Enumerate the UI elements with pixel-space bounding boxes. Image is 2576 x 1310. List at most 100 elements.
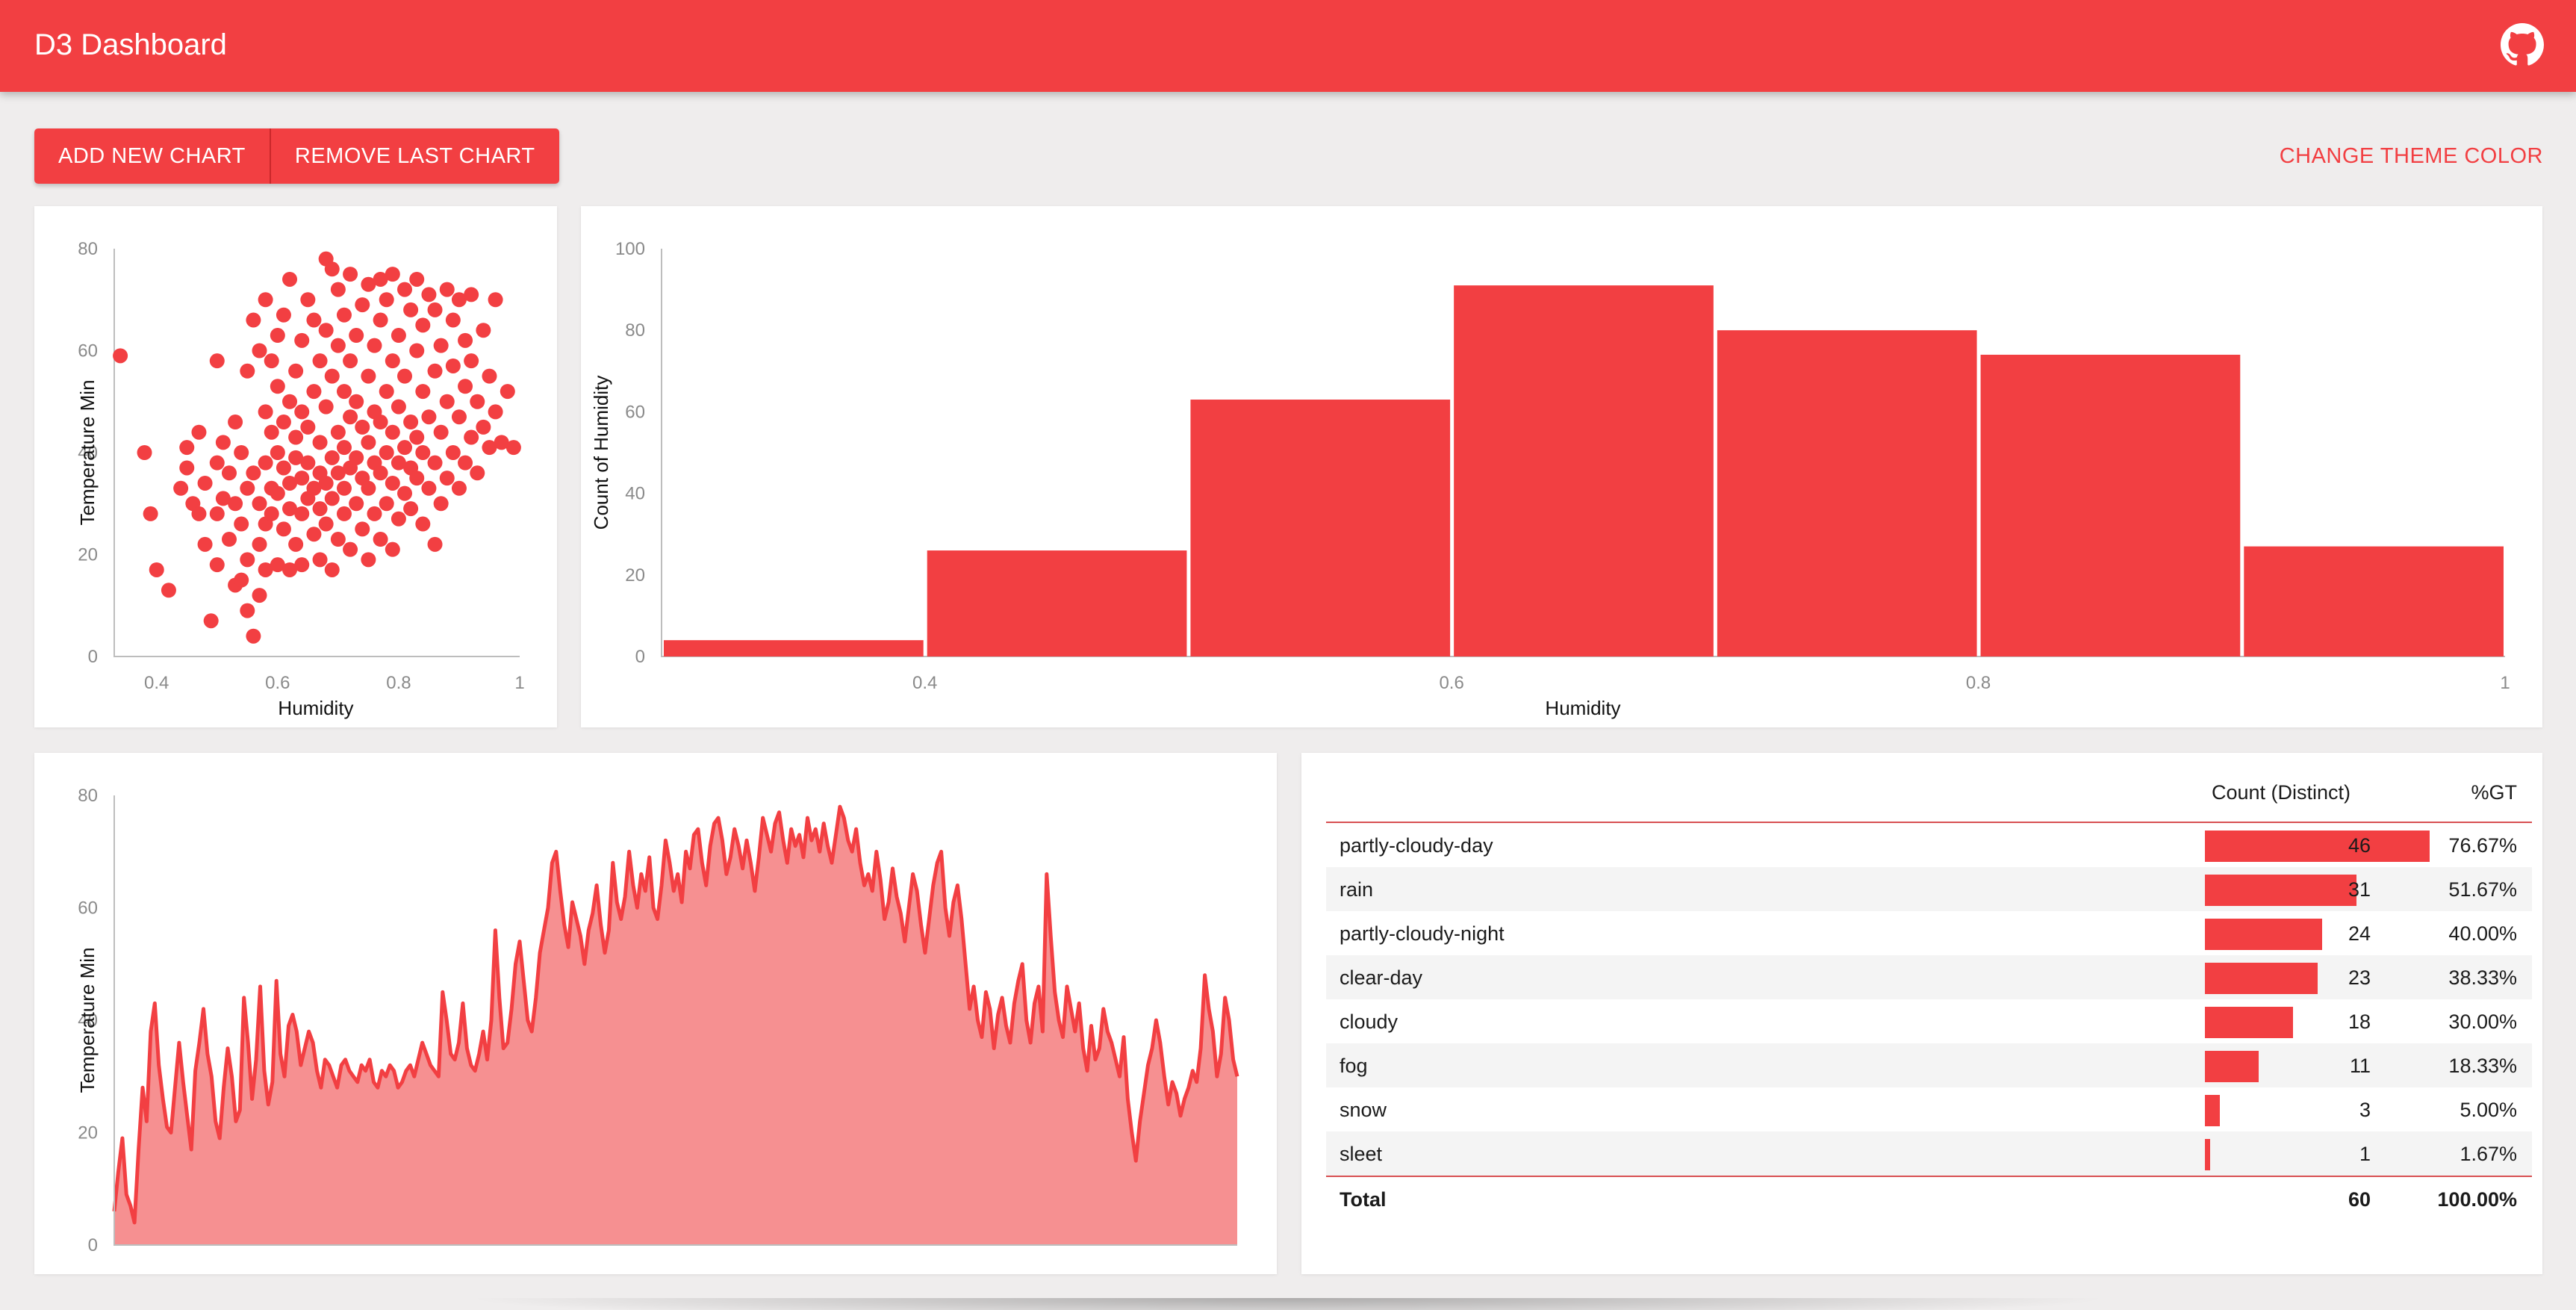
scatter-point[interactable] (482, 368, 497, 384)
scatter-point[interactable] (240, 603, 255, 618)
table-row[interactable]: rain 31 51.67% (1326, 867, 2532, 911)
scatter-point[interactable] (470, 394, 485, 409)
scatter-point[interactable] (451, 480, 467, 496)
scatter-point[interactable] (343, 353, 358, 369)
scatter-point[interactable] (252, 536, 267, 552)
scatter-point[interactable] (355, 297, 370, 313)
scatter-point[interactable] (415, 317, 431, 333)
scatter-point[interactable] (209, 557, 225, 573)
scatter-point[interactable] (385, 267, 400, 282)
scatter-point[interactable] (312, 501, 328, 517)
scatter-point[interactable] (367, 506, 382, 521)
scatter-point[interactable] (240, 480, 255, 496)
scatter-point[interactable] (349, 394, 364, 409)
scatter-point[interactable] (373, 271, 388, 287)
scatter-point[interactable] (494, 435, 509, 450)
table-row[interactable]: fog 11 18.33% (1326, 1043, 2532, 1087)
scatter-point[interactable] (161, 583, 176, 598)
column-header-pct[interactable]: %GT (2471, 781, 2517, 804)
scatter-point[interactable] (240, 363, 255, 379)
scatter-point[interactable] (258, 562, 273, 577)
scatter-point[interactable] (234, 516, 249, 532)
scatter-point[interactable] (361, 276, 376, 292)
scatter-point[interactable] (179, 440, 195, 456)
scatter-point[interactable] (324, 261, 340, 277)
scatter-point[interactable] (397, 368, 413, 384)
scatter-point[interactable] (336, 307, 352, 323)
scatter-point[interactable] (355, 419, 370, 435)
scatter-point[interactable] (209, 353, 225, 369)
scatter-point[interactable] (373, 532, 388, 547)
scatter-point[interactable] (391, 399, 406, 415)
scatter-point[interactable] (282, 271, 298, 287)
histogram-bar[interactable] (664, 640, 924, 656)
scatter-point[interactable] (228, 496, 243, 512)
scatter-point[interactable] (306, 480, 322, 496)
scatter-point[interactable] (276, 415, 291, 430)
scatter-point[interactable] (361, 435, 376, 450)
scatter-point[interactable] (173, 480, 189, 496)
scatter-point[interactable] (324, 368, 340, 384)
scatter-point[interactable] (318, 323, 334, 338)
scatter-point[interactable] (427, 455, 443, 471)
scatter-point[interactable] (294, 557, 310, 573)
table-row[interactable]: partly-cloudy-day 46 76.67% (1326, 823, 2532, 867)
scatter-point[interactable] (409, 271, 425, 287)
scatter-point[interactable] (209, 506, 225, 521)
scatter-point[interactable] (330, 532, 346, 547)
scatter-point[interactable] (264, 506, 279, 521)
scatter-point[interactable] (464, 429, 479, 445)
scatter-point[interactable] (258, 455, 273, 471)
scatter-point[interactable] (409, 471, 425, 486)
histogram-bar[interactable] (1190, 400, 1451, 656)
scatter-point[interactable] (415, 516, 431, 532)
area-line[interactable] (112, 804, 1239, 1225)
scatter-point[interactable] (403, 415, 419, 430)
scatter-point[interactable] (397, 440, 413, 456)
scatter-point[interactable] (324, 562, 340, 577)
scatter-point[interactable] (488, 404, 503, 420)
add-new-chart-button[interactable]: ADD NEW CHART (34, 128, 270, 184)
scatter-point[interactable] (264, 353, 279, 369)
scatter-point[interactable] (367, 338, 382, 353)
scatter-point[interactable] (113, 348, 128, 364)
scatter-point[interactable] (282, 475, 298, 491)
column-header-count[interactable]: Count (Distinct) (2212, 781, 2351, 804)
change-theme-color-button[interactable]: CHANGE THEME COLOR (2279, 144, 2543, 168)
scatter-point[interactable] (246, 465, 261, 481)
scatter-point[interactable] (324, 450, 340, 465)
scatter-point[interactable] (312, 353, 328, 369)
scatter-point[interactable] (282, 394, 298, 409)
histogram-bar[interactable] (1980, 354, 2241, 656)
scatter-point[interactable] (276, 460, 291, 476)
scatter-point[interactable] (505, 440, 521, 456)
scatter-point[interactable] (197, 536, 213, 552)
scatter-point[interactable] (215, 435, 231, 450)
scatter-point[interactable] (379, 292, 394, 308)
scatter-point[interactable] (385, 353, 400, 369)
scatter-point[interactable] (349, 450, 364, 465)
scatter-point[interactable] (282, 562, 298, 577)
scatter-point[interactable] (385, 541, 400, 557)
scatter-point[interactable] (306, 527, 322, 542)
table-row[interactable]: cloudy 18 30.00% (1326, 999, 2532, 1043)
scatter-point[interactable] (246, 312, 261, 328)
scatter-point[interactable] (191, 506, 207, 521)
github-icon[interactable] (2501, 23, 2544, 66)
scatter-point[interactable] (349, 328, 364, 344)
scatter-point[interactable] (451, 292, 467, 308)
scatter-point[interactable] (391, 328, 406, 344)
scatter-point[interactable] (433, 424, 449, 440)
scatter-point[interactable] (421, 409, 437, 425)
scatter-point[interactable] (379, 496, 394, 512)
scatter-point[interactable] (476, 323, 491, 338)
scatter-point[interactable] (458, 379, 473, 394)
table-row[interactable]: partly-cloudy-night 24 40.00% (1326, 911, 2532, 955)
scatter-point[interactable] (258, 404, 273, 420)
scatter-point[interactable] (330, 465, 346, 481)
scatter-point[interactable] (330, 424, 346, 440)
scatter-point[interactable] (482, 440, 497, 456)
scatter-point[interactable] (324, 491, 340, 506)
scatter-point[interactable] (203, 613, 219, 629)
scatter-point[interactable] (373, 465, 388, 481)
